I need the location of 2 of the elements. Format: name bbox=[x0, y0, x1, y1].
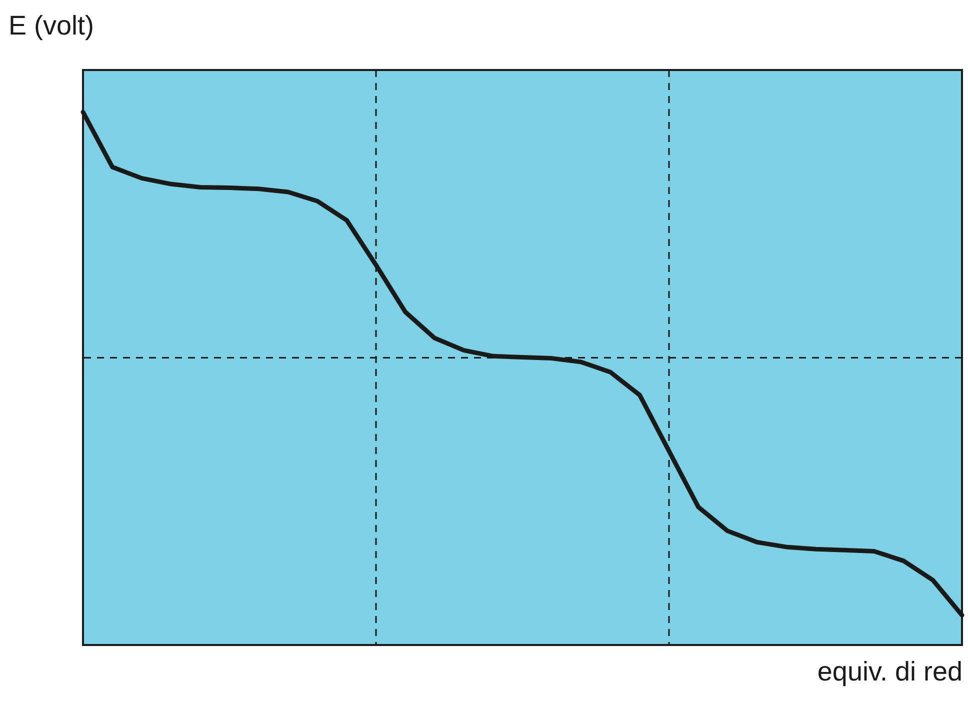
x-axis-title: equiv. di red bbox=[817, 656, 962, 686]
y-axis-title: E (volt) bbox=[8, 10, 94, 40]
